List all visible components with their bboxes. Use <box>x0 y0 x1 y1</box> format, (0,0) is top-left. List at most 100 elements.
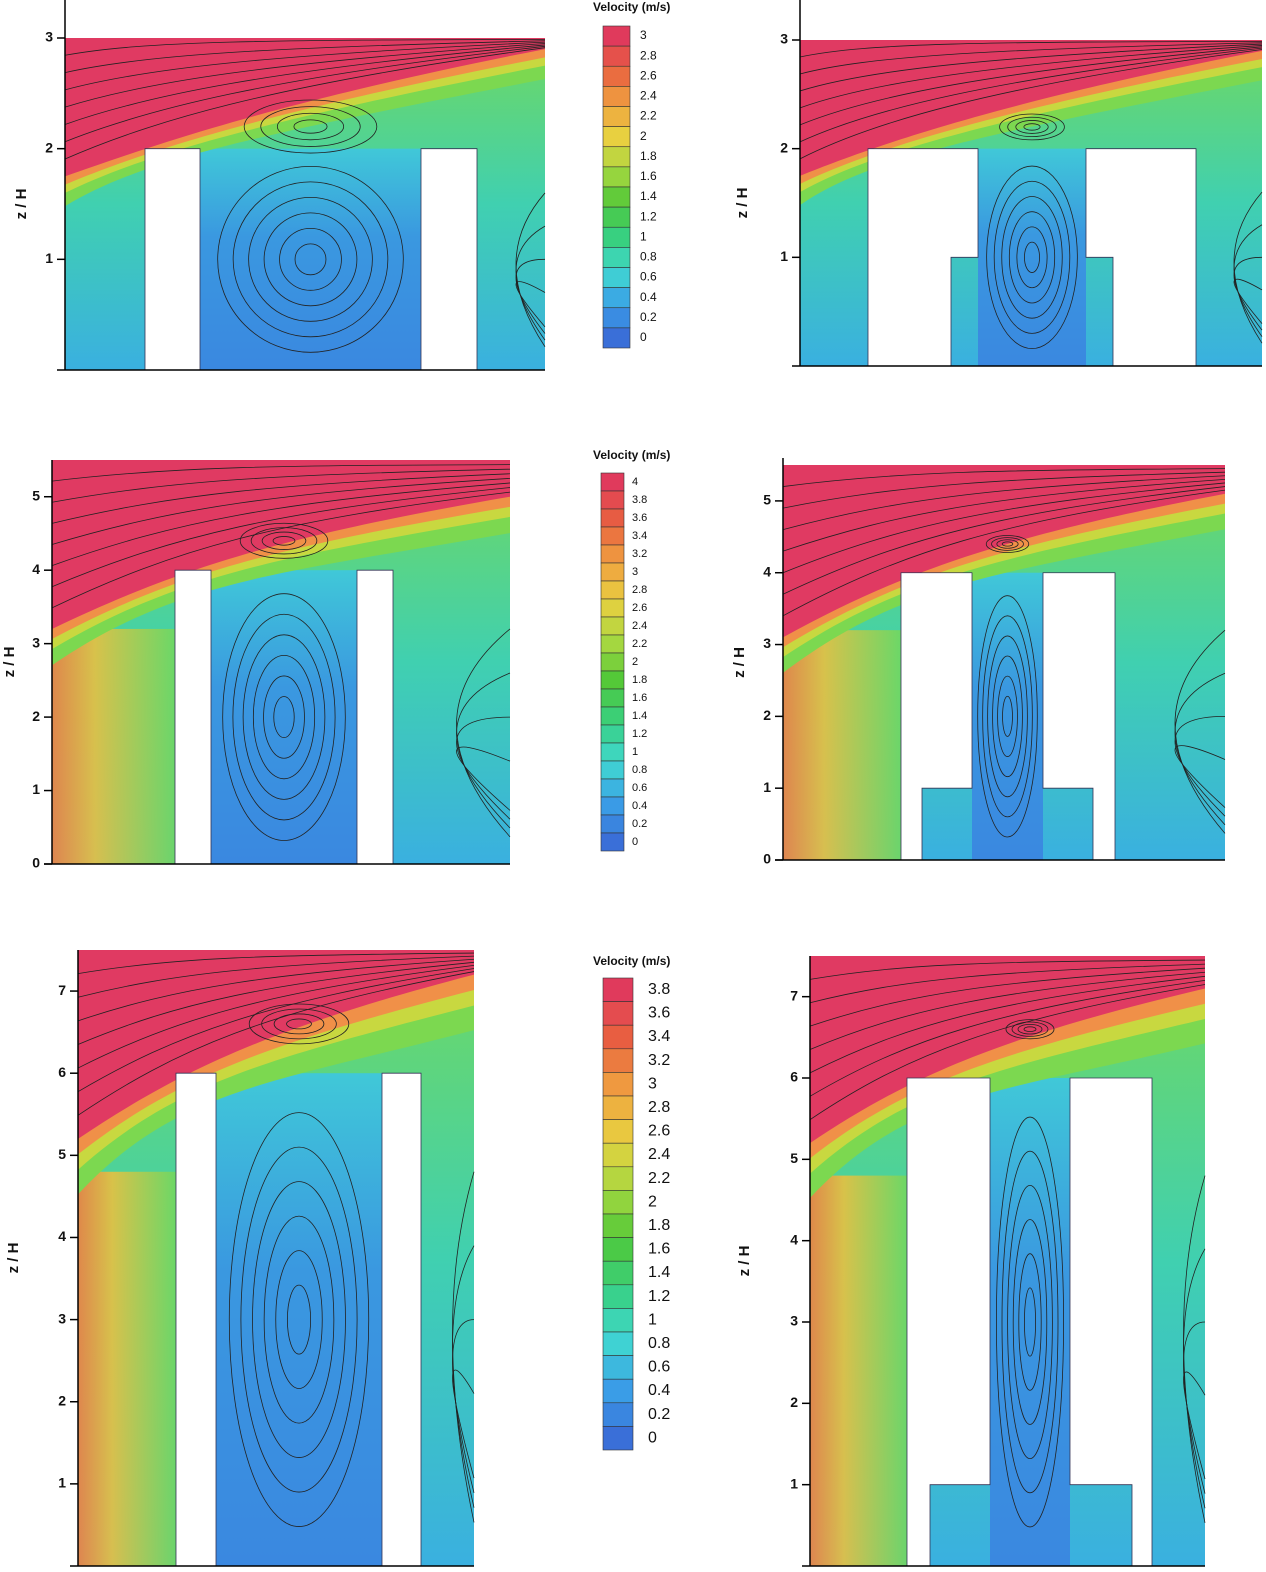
color-swatch <box>600 814 625 834</box>
streamline <box>1174 629 1226 834</box>
color-swatch <box>602 1190 634 1215</box>
streamline <box>77 955 475 998</box>
streamline <box>997 675 1018 757</box>
streamline <box>294 243 327 276</box>
color-swatch <box>602 1072 634 1097</box>
colorbar-label: 0.8 <box>640 250 657 264</box>
streamline <box>64 38 546 56</box>
streamline <box>64 43 546 108</box>
color-swatch <box>600 724 625 744</box>
streamline <box>1001 1150 1059 1494</box>
canyon-field <box>978 148 1086 366</box>
color-swatch <box>602 1260 634 1286</box>
streamline <box>986 165 1078 350</box>
colorbar-label: 0.2 <box>640 310 657 324</box>
flow-field <box>783 630 901 860</box>
color-swatch <box>602 1426 634 1451</box>
colorbar-label: 1.4 <box>640 189 657 203</box>
streamline <box>782 478 1226 552</box>
colorbar-label: 3.6 <box>632 512 647 524</box>
colorbar-label: 1 <box>640 229 647 243</box>
y-tick-label: 4 <box>32 561 40 577</box>
color-swatch <box>602 86 631 107</box>
streamline <box>456 628 511 838</box>
color-swatch <box>602 287 631 309</box>
streamline <box>515 192 546 347</box>
color-swatch <box>600 508 625 528</box>
colorbar-label: 0 <box>648 1429 657 1446</box>
y-tick-label: 0 <box>763 851 771 867</box>
color-swatch <box>602 1001 634 1026</box>
streamline <box>799 42 1263 75</box>
colorbar-label: 3.8 <box>648 981 670 998</box>
colorbar-label: 2.2 <box>640 109 657 123</box>
color-swatch <box>602 45 631 67</box>
streamline <box>64 45 546 143</box>
colorbar-label: 2 <box>640 129 647 143</box>
y-tick-label: 7 <box>790 987 798 1003</box>
streamline <box>252 654 316 780</box>
colorbar-label: 3.8 <box>632 494 647 506</box>
color-swatch <box>600 490 625 510</box>
colorbar-label: 4 <box>632 476 638 488</box>
colorbar-label: 0.8 <box>632 764 647 776</box>
streamline <box>996 1116 1065 1528</box>
canyon-field <box>990 1078 1070 1566</box>
y-tick-label: 1 <box>58 1475 66 1491</box>
streamline <box>799 43 1263 92</box>
streamline <box>1024 1287 1037 1357</box>
color-swatch <box>602 1402 634 1427</box>
streamline <box>1183 1371 1206 1480</box>
y-tick-label: 2 <box>58 1392 66 1408</box>
streamline <box>809 975 1206 1074</box>
colorbar-label: 1.4 <box>648 1264 670 1281</box>
color-swatch <box>602 1024 634 1050</box>
streamline <box>222 593 346 841</box>
color-swatch <box>600 760 625 780</box>
streamline <box>1001 196 1063 319</box>
building <box>381 1072 422 1567</box>
y-tick-label: 1 <box>45 250 53 266</box>
color-swatch <box>602 327 631 349</box>
streamline <box>293 119 328 134</box>
colorbar-label: 2.6 <box>632 602 647 614</box>
streamline <box>286 1018 312 1030</box>
flow-field <box>810 1175 907 1566</box>
streamline <box>51 464 511 482</box>
y-tick-label: 3 <box>780 31 788 47</box>
colorbar-label: 0.4 <box>640 290 657 304</box>
canyon-field <box>200 148 421 370</box>
colorbar-label: 3 <box>632 566 638 578</box>
streamline <box>809 959 1206 980</box>
streamline <box>286 1284 312 1355</box>
colorbar-title: Velocity (m/s) <box>593 448 670 462</box>
y-tick-label: 5 <box>790 1150 798 1166</box>
colorbar-label: 2.4 <box>648 1146 670 1163</box>
streamline <box>1002 695 1013 737</box>
streamline <box>991 537 1024 551</box>
color-swatch <box>600 706 625 726</box>
streamline <box>51 477 511 545</box>
color-swatch <box>602 1166 634 1191</box>
building <box>420 148 478 371</box>
y-tick-label: 5 <box>58 1146 66 1162</box>
streamline <box>1007 116 1057 138</box>
color-swatch <box>602 247 631 268</box>
canyon-field <box>211 570 357 864</box>
colorbar-label: 2.2 <box>648 1170 670 1187</box>
streamline <box>1018 1253 1042 1391</box>
colorbar-label: 2.6 <box>648 1123 670 1140</box>
streamline <box>799 40 1263 58</box>
colorbar-label: 2.2 <box>632 638 647 650</box>
y-tick-label: 2 <box>763 707 771 723</box>
colorbar-label: 0.6 <box>632 782 647 794</box>
colorbar-label: 0.4 <box>632 800 647 812</box>
streamline <box>239 522 329 559</box>
colorbar-label: 2 <box>648 1193 657 1210</box>
y-tick-label: 6 <box>790 1069 798 1085</box>
streamline <box>275 1250 323 1389</box>
streamline <box>1008 211 1056 304</box>
streamline <box>985 535 1030 553</box>
streamline <box>51 473 511 524</box>
y-tick-label: 4 <box>763 563 771 579</box>
